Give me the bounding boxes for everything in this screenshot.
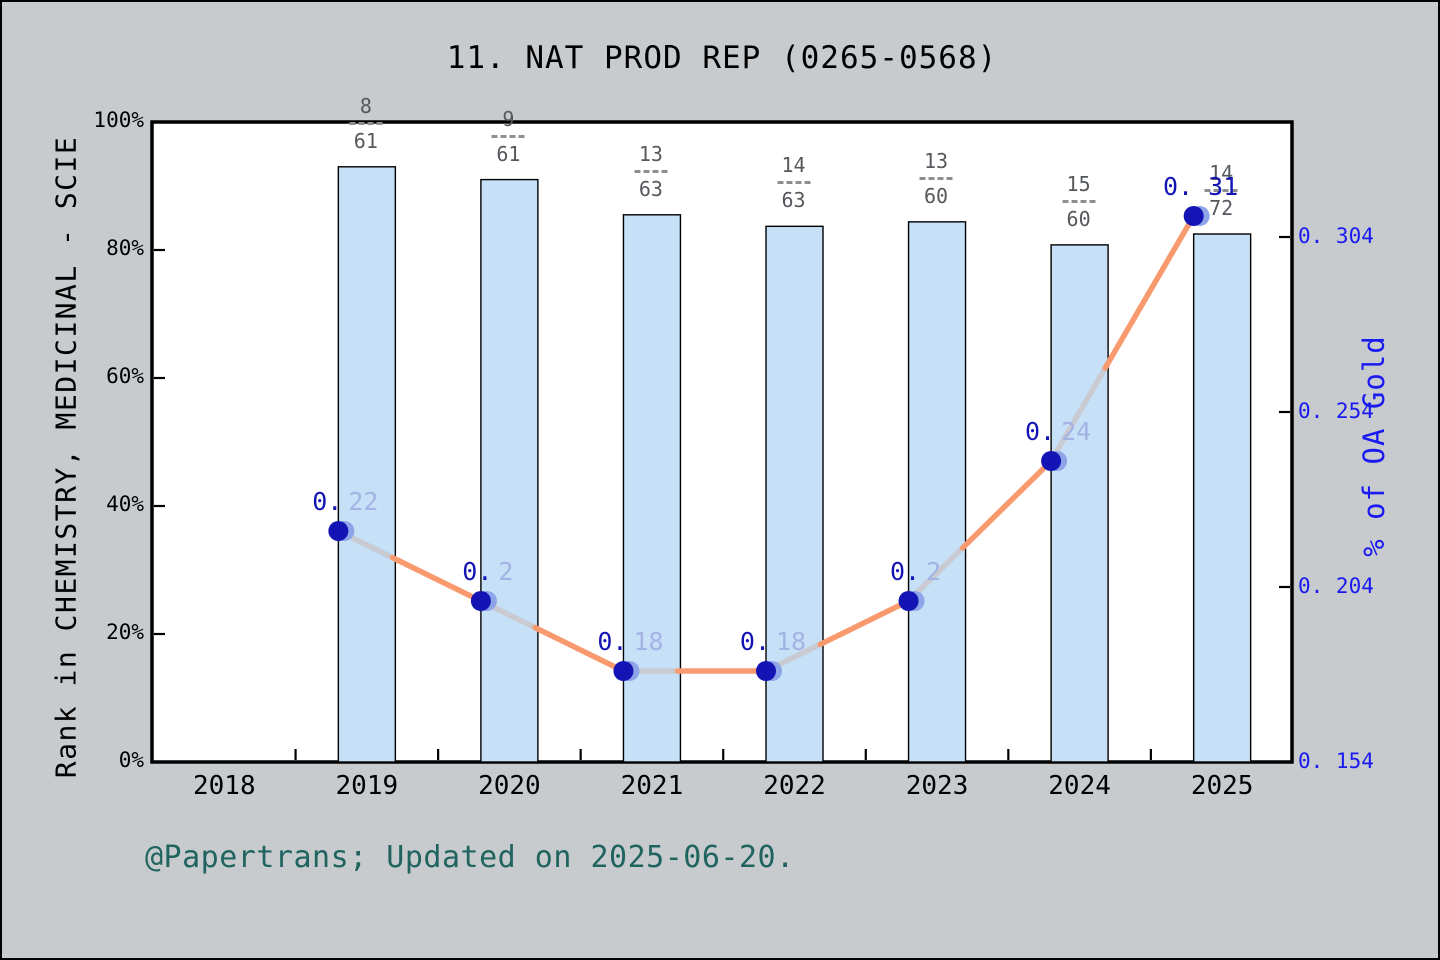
line-marker (898, 591, 919, 611)
line-marker (756, 661, 776, 681)
line-marker (1041, 451, 1062, 471)
trend-line-segment-gray (1048, 365, 1109, 464)
line-marker (1183, 206, 1204, 226)
trend-line-segment-orange (817, 598, 912, 648)
bar-2020 (480, 178, 539, 763)
line-marker (328, 521, 349, 541)
bar-2025 (1192, 233, 1252, 763)
trend-line-segment-orange (389, 554, 484, 604)
trend-line-segment-orange (1102, 213, 1197, 371)
plot-area (150, 120, 1294, 764)
line-marker (470, 591, 491, 611)
trend-line-segment-orange (532, 624, 627, 674)
bar-2024 (1050, 244, 1109, 763)
trend-line-segment-orange (959, 458, 1054, 551)
bar-2022 (765, 225, 824, 763)
line-marker (613, 661, 634, 681)
bar-2019 (337, 166, 397, 763)
bar-2023 (907, 221, 967, 763)
